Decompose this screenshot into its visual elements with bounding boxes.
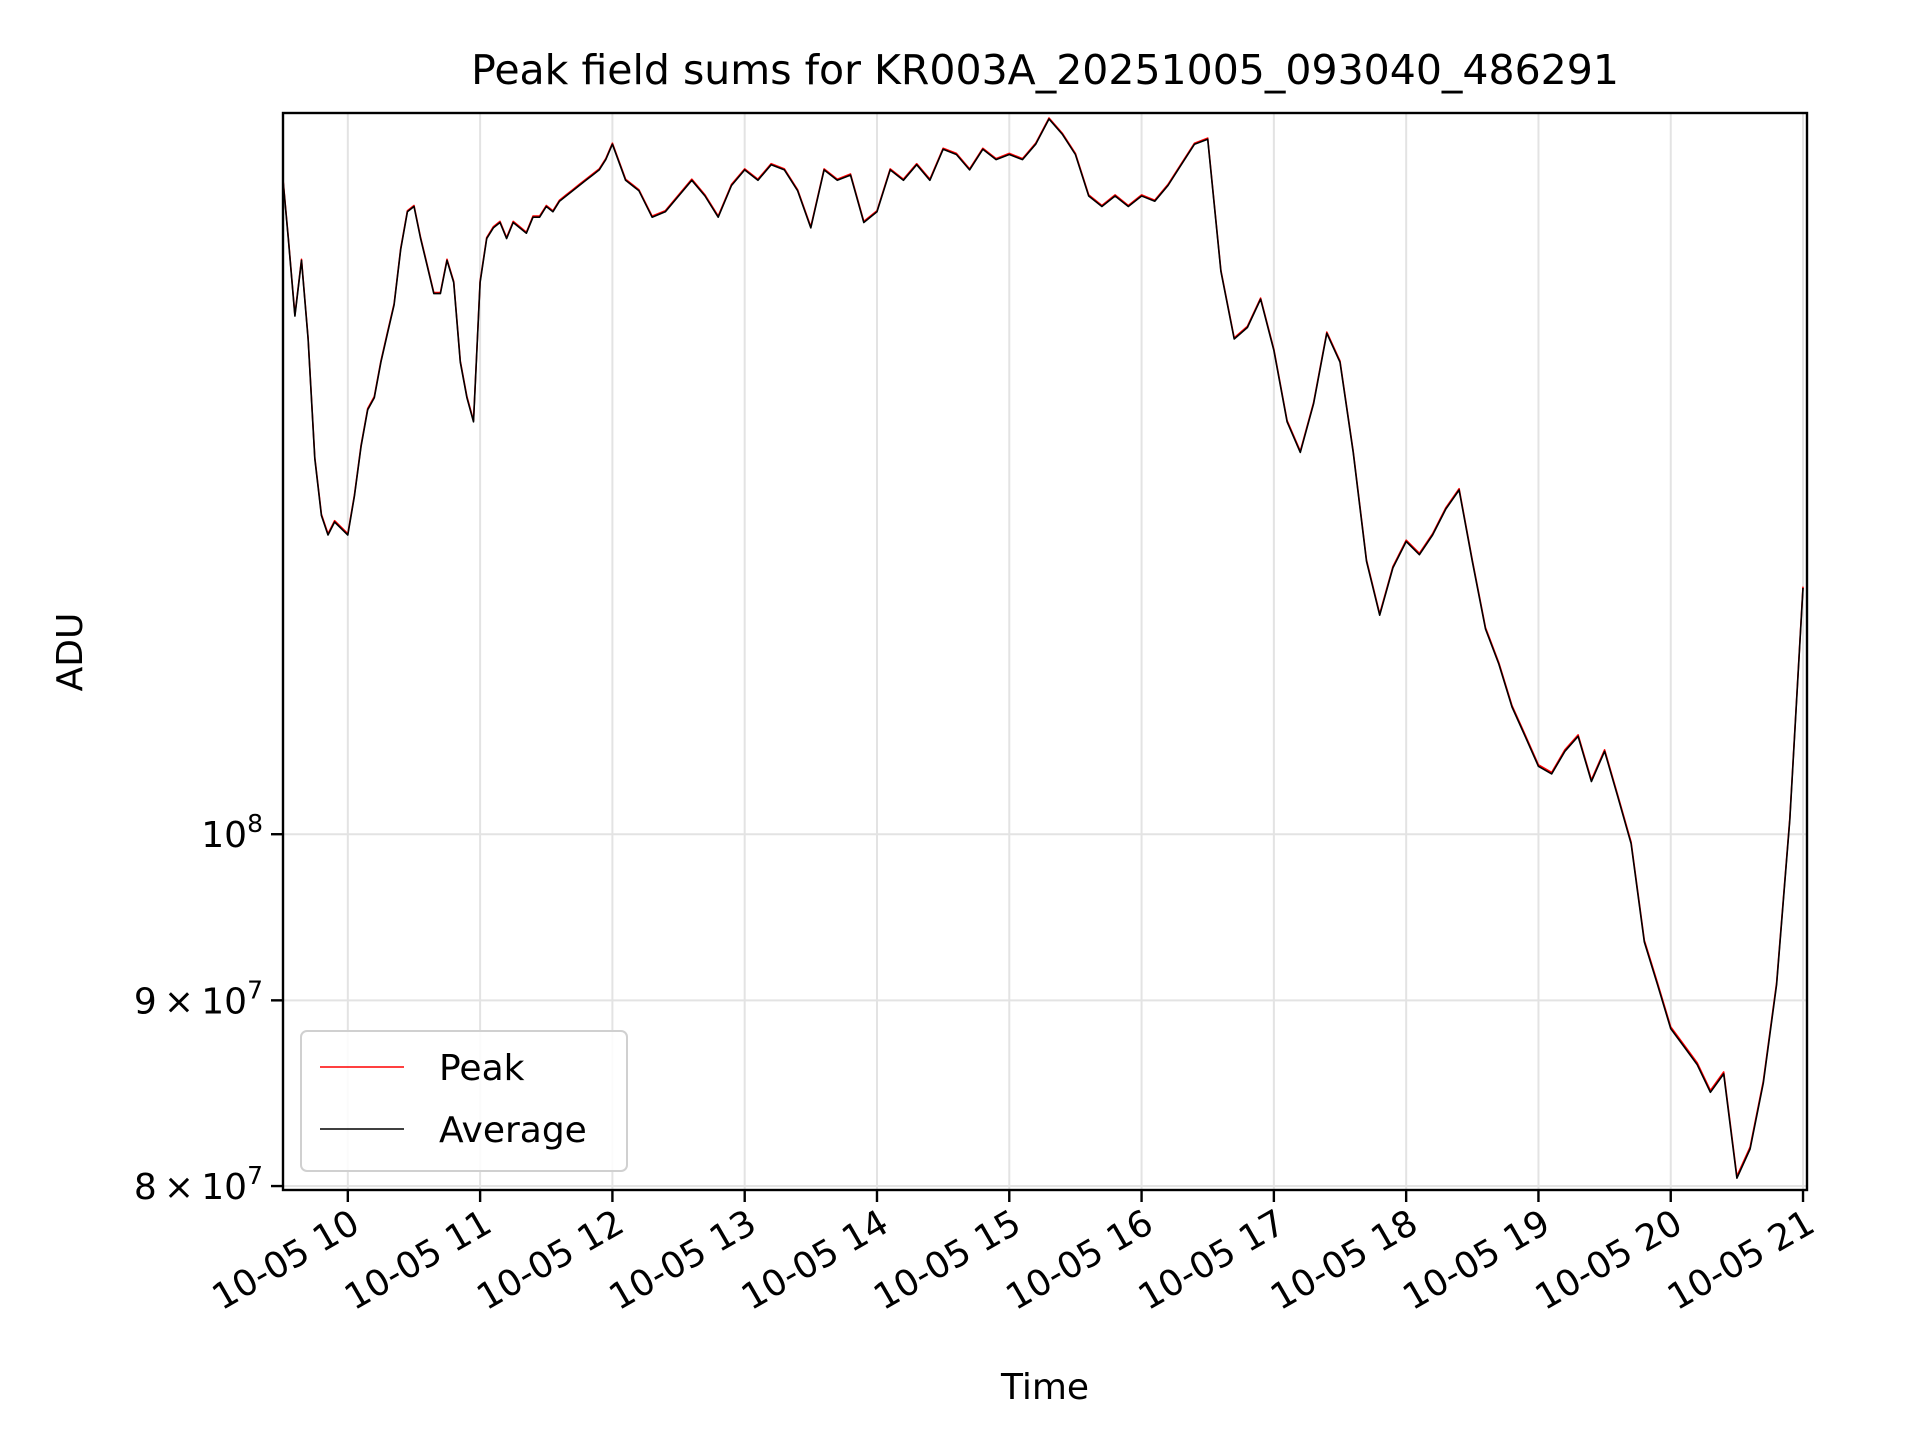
y-tick-label: 8 × 107 <box>134 1161 263 1208</box>
plot-series <box>283 117 1804 1179</box>
x-tick-label: 10-05 18 <box>1264 1202 1425 1318</box>
x-tick-label: 10-05 12 <box>470 1202 631 1318</box>
x-tick-label: 10-05 13 <box>603 1202 764 1318</box>
chart-title: Peak field sums for KR003A_20251005_0930… <box>471 46 1619 94</box>
x-tick-label: 10-05 20 <box>1529 1202 1690 1318</box>
legend-average-label: Average <box>439 1110 587 1151</box>
y-tick-label: 108 <box>201 809 263 856</box>
legend-box <box>300 1030 628 1172</box>
y-axis-label: ADU <box>50 613 91 692</box>
x-tick-label: 10-05 17 <box>1132 1202 1293 1318</box>
x-tick-label: 10-05 14 <box>735 1202 896 1318</box>
legend-peak-label: Peak <box>439 1048 525 1089</box>
x-tick-label: 10-05 10 <box>206 1202 367 1318</box>
x-tick-label: 10-05 15 <box>867 1202 1028 1318</box>
series-line-peak <box>283 117 1804 1177</box>
x-tick-label: 10-05 16 <box>999 1202 1160 1318</box>
x-tick-label: 10-05 11 <box>338 1202 499 1318</box>
plot-frame <box>281 111 1809 1192</box>
legend: Peak Average <box>300 1030 628 1172</box>
grid <box>283 113 1807 1190</box>
y-tick-label: 9 × 107 <box>134 975 263 1022</box>
series-line-average <box>283 118 1804 1179</box>
x-axis-label: Time <box>1000 1367 1089 1408</box>
x-tick-label: 10-05 21 <box>1661 1202 1822 1318</box>
x-tick-label: 10-05 19 <box>1396 1202 1557 1318</box>
